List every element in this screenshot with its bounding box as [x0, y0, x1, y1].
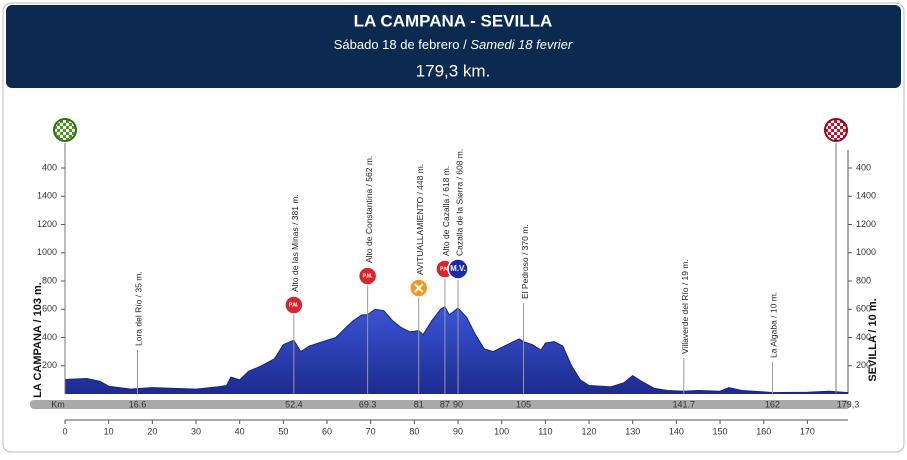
- badge-label: P.M.: [363, 273, 373, 279]
- km-marker: 69.3: [359, 399, 377, 409]
- y-tick-label: 1000: [37, 247, 57, 257]
- y2-tick-label: 200: [856, 360, 871, 370]
- y2-tick-label: 800: [856, 275, 871, 285]
- y2-tick-label: 400: [856, 332, 871, 342]
- y-tick-label: 1200: [37, 219, 57, 229]
- y-tick-label: 200: [42, 360, 57, 370]
- y2-tick-label: 600: [856, 304, 871, 314]
- x-tick-label: 60: [322, 426, 332, 436]
- badge-label: P.M.: [289, 302, 299, 308]
- km-marker: 105: [516, 399, 531, 409]
- y2-tick-label: 1000: [856, 247, 876, 257]
- badge-label: M.V.: [450, 264, 466, 273]
- x-tick-label: 50: [278, 426, 288, 436]
- x-tick-label: 150: [713, 426, 728, 436]
- finish-flag: [824, 118, 848, 142]
- poi-label: Alto de Cazalla / 618 m.: [441, 166, 451, 256]
- badge: [357, 266, 378, 286]
- subtitle-fr: Samedi 18 fevrier: [470, 37, 573, 52]
- y-tick-label: 1400: [37, 191, 57, 201]
- title: LA CAMPANA - SEVILLA: [354, 11, 553, 30]
- y2-axis-label: SEVILLA / 10 m.: [867, 298, 879, 381]
- x-tick-label: 0: [62, 426, 67, 436]
- poi-label: Villaverde del Río / 19 m.: [680, 259, 690, 354]
- y-axis-label: LA CAMPANA / 103 m.: [32, 282, 44, 398]
- x-tick-label: 20: [147, 426, 157, 436]
- km-marker: 52.4: [285, 399, 303, 409]
- y2-tick-label: 1200: [856, 219, 876, 229]
- km-marker: 87: [440, 399, 450, 409]
- area-fill: [65, 306, 848, 394]
- x-tick-label: 130: [625, 426, 640, 436]
- km-bar: [30, 400, 850, 409]
- subtitle-es: Sábado 18 de febrero /: [334, 37, 467, 52]
- x-tick-label: 70: [366, 426, 376, 436]
- x-tick-label: 30: [191, 426, 201, 436]
- x-tick-label: 110: [538, 426, 552, 436]
- poi-label: AVITUALLAMIENTO / 448 m.: [415, 164, 425, 275]
- km-label: Km: [51, 399, 65, 409]
- poi-label: Cazalla de la Sierra / 608 m.: [454, 149, 464, 256]
- y2-tick-label: 1400: [856, 191, 876, 201]
- x-tick-label: 120: [582, 426, 597, 436]
- badge-label: P.M.: [440, 266, 450, 272]
- y-tick-label: 800: [42, 275, 57, 285]
- x-tick-label: 140: [669, 426, 684, 436]
- header: [6, 5, 901, 88]
- poi-label: Lora del Río / 35 m.: [134, 271, 144, 346]
- subtitle: Sábado 18 de febrero / Samedi 18 fevrier: [334, 37, 573, 52]
- x-tick-label: 40: [235, 426, 245, 436]
- km-marker: 81: [414, 399, 424, 409]
- distance: 179,3 km.: [416, 61, 491, 80]
- frame: [2, 2, 905, 453]
- x-tick-label: 10: [104, 426, 114, 436]
- y-tick-label: 400: [42, 162, 57, 172]
- x-tick-label: 160: [756, 426, 771, 436]
- badge: [447, 258, 469, 280]
- km-marker: 162: [765, 399, 780, 409]
- y-tick-label: 600: [42, 304, 57, 314]
- poi-label: Alto de las Minas / 381 m.: [290, 194, 300, 292]
- km-marker: 90: [453, 399, 463, 409]
- km-marker: 179,3: [837, 399, 860, 409]
- km-marker: 141.7: [673, 399, 696, 409]
- poi-label: La Algaba / 10 m.: [769, 292, 779, 358]
- poi-label: El Pedroso / 370 m.: [520, 224, 530, 299]
- badge: [284, 295, 304, 315]
- y2-tick-label: 400: [856, 162, 871, 172]
- x-tick-label: 90: [453, 426, 463, 436]
- profile-line: [64, 305, 849, 394]
- poi-label: Alto de Constantina / 562 m.: [364, 156, 374, 263]
- x-tick-label: 80: [409, 426, 419, 436]
- y-tick-label: 400: [42, 332, 57, 342]
- km-marker: 16.6: [129, 399, 147, 409]
- x-tick-label: 100: [494, 426, 509, 436]
- start-flag: [53, 118, 77, 142]
- x-tick-label: 170: [800, 426, 815, 436]
- feed-cross: [414, 283, 424, 293]
